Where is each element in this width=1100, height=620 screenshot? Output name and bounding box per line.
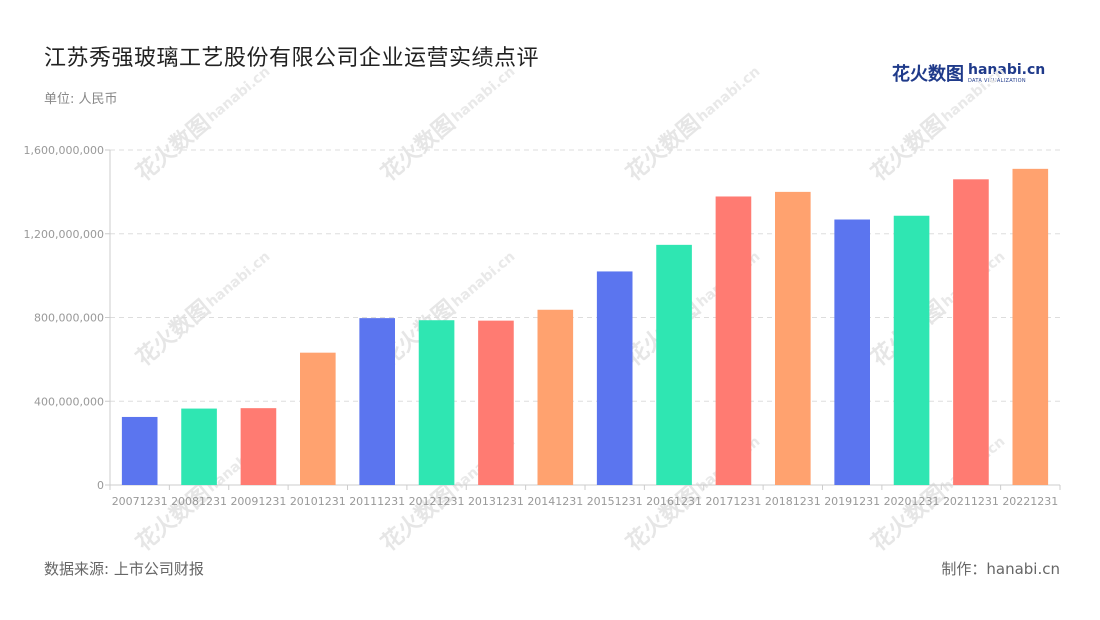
x-tick-label: 20131231: [468, 495, 524, 508]
y-tick-label: 0: [97, 479, 104, 492]
page-title: 江苏秀强玻璃工艺股份有限公司企业运营实绩点评: [44, 46, 540, 71]
y-tick-label: 800,000,000: [34, 312, 104, 325]
logo-cn-part1: 花火: [892, 64, 928, 85]
x-tick-label: 20071231: [112, 495, 168, 508]
x-tick-label: 20171231: [705, 495, 761, 508]
watermark-text-cn: 花火数图: [376, 480, 460, 556]
bar: [300, 352, 336, 485]
x-tick-label: 20081231: [171, 495, 227, 508]
logo-text-cn: 花火数图: [892, 60, 964, 86]
bar: [537, 309, 574, 485]
y-tick-label: 1,600,000,000: [24, 144, 104, 157]
x-tick-label: 20121231: [409, 495, 465, 508]
bar: [1012, 168, 1049, 485]
logo-en-wrap: hanabi.cn DATA VISUALIZATION: [968, 63, 1045, 84]
bar: [121, 416, 158, 485]
watermark-text-en: hanabi.cn: [449, 64, 518, 126]
bar: [775, 191, 811, 485]
y-tick-label: 400,000,000: [34, 395, 104, 408]
watermark-text-cn: 花火数图: [131, 295, 215, 371]
x-tick-label: 20201231: [884, 495, 940, 508]
bar: [656, 244, 692, 485]
logo-subtext: DATA VISUALIZATION: [968, 77, 1026, 84]
bar: [478, 320, 514, 485]
unit-label: 单位: 人民币: [44, 92, 118, 107]
bar: [715, 196, 752, 485]
watermark-text-en: hanabi.cn: [939, 64, 1008, 126]
logo-cn-part2: 数图: [928, 64, 964, 85]
watermark-text-en: hanabi.cn: [204, 249, 273, 311]
bar: [893, 215, 930, 485]
watermark-text-cn: 花火数图: [131, 480, 215, 556]
y-tick-label: 1,200,000,000: [24, 228, 104, 241]
bar: [240, 408, 277, 485]
x-tick-label: 20161231: [646, 495, 702, 508]
x-tick-label: 20101231: [290, 495, 346, 508]
watermark-text-cn: 花火数图: [621, 110, 705, 186]
x-tick-label: 20211231: [943, 495, 999, 508]
x-tick-label: 20221231: [1002, 495, 1058, 508]
watermark-text-en: hanabi.cn: [694, 64, 763, 126]
x-tick-label: 20191231: [824, 495, 880, 508]
bar: [834, 219, 870, 485]
bar: [359, 318, 395, 485]
watermark-text-cn: 花火数图: [866, 480, 950, 556]
watermark-text-cn: 花火数图: [376, 110, 460, 186]
x-tick-label: 20091231: [230, 495, 286, 508]
logo-text-en: hanabi.cn: [968, 61, 1046, 78]
x-tick-label: 20141231: [527, 495, 583, 508]
watermark-text-en: hanabi.cn: [204, 64, 273, 126]
chart-credit: 制作：hanabi.cn: [941, 560, 1060, 578]
x-tick-label: 20111231: [349, 495, 405, 508]
bar: [418, 320, 455, 485]
bar: [596, 271, 633, 485]
bar: [953, 179, 989, 485]
watermark-text-cn: 花火数图: [621, 480, 705, 556]
watermark-text-en: hanabi.cn: [449, 249, 518, 311]
watermark-text-cn: 花火数图: [131, 110, 215, 186]
data-source: 数据来源: 上市公司财报: [44, 560, 204, 578]
hanabi-logo: 花火数图 hanabi.cn DATA VISUALIZATION: [892, 58, 1045, 88]
x-tick-label: 20151231: [587, 495, 643, 508]
x-tick-label: 20181231: [765, 495, 821, 508]
watermark-text-cn: 花火数图: [866, 110, 950, 186]
bar: [181, 408, 217, 485]
